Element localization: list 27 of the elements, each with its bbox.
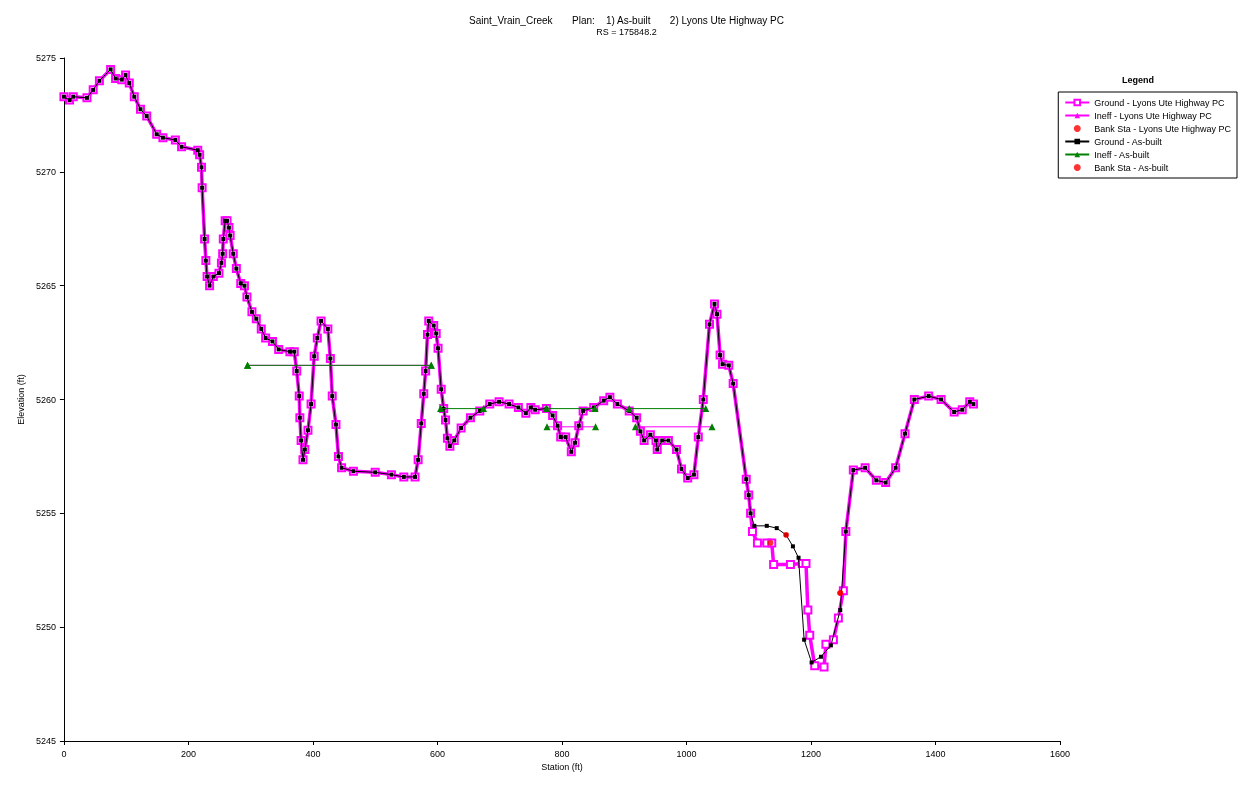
legend-label: Ground - Lyons Ute Highway PC [1094, 97, 1225, 108]
legend-label: Bank Sta - As-built [1094, 162, 1169, 173]
legend-label: Ineff - As-built [1094, 149, 1150, 160]
x-tick-label: 600 [429, 748, 445, 759]
x-tick-label: 800 [554, 748, 570, 759]
x-tick-label: 1600 [1049, 748, 1071, 759]
chart-subtitle: RS = 175848.2 [596, 26, 657, 37]
legend-title: Legend [1121, 74, 1155, 85]
y-tick-label: 5275 [35, 53, 56, 63]
x-axis-title: Station (ft) [541, 762, 583, 773]
legend-label: Ground - As-built [1094, 136, 1163, 147]
y-tick-label: 5255 [35, 508, 56, 519]
x-tick-label: 1200 [800, 748, 821, 759]
y-tick-label: 5265 [35, 280, 56, 291]
x-tick-label: 0 [61, 748, 67, 759]
y-tick-label: 5245 [35, 736, 56, 746]
legend-label: Ineff - Lyons Ute Highway PC [1094, 110, 1213, 121]
x-tick-label: 1400 [925, 748, 946, 759]
y-tick-label: 5250 [35, 622, 56, 633]
chart-title: Saint_Vrain_Creek Plan: 1) As-built 2) Lyons Ute Highway PC [469, 14, 784, 26]
y-axis-title: Elevation (ft) [15, 374, 26, 425]
y-tick-label: 5270 [35, 166, 56, 177]
y-tick-label: 5260 [35, 394, 56, 405]
x-tick-label: 200 [180, 748, 196, 759]
legend-label: Bank Sta - Lyons Ute Highway PC [1094, 123, 1232, 134]
x-tick-label: 1000 [676, 748, 697, 759]
x-tick-label: 400 [305, 748, 321, 759]
